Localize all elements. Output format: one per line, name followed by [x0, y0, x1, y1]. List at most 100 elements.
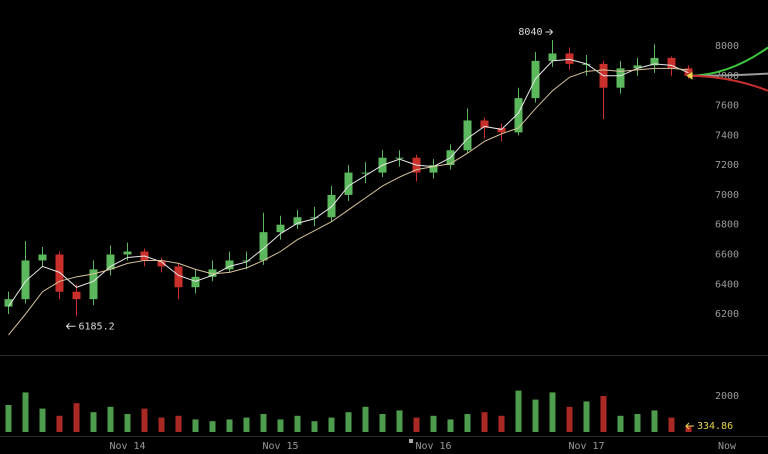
x-tick-label: Nov 16: [415, 441, 451, 452]
y-tick-label: 6800: [715, 220, 739, 231]
candle-body: [514, 98, 523, 133]
volume-bar: [668, 417, 675, 432]
candle-body: [225, 260, 234, 270]
candle-body: [361, 172, 370, 174]
y-tick-label: 7200: [715, 160, 739, 171]
volume-bar: [107, 406, 114, 432]
volume-bar: [379, 414, 386, 432]
volume-bar: [481, 412, 488, 432]
candle-body: [684, 68, 693, 76]
x-tick-label: Nov 17: [568, 441, 604, 452]
low-label: 6185.2: [79, 321, 115, 332]
volume-bar: [566, 406, 573, 432]
volume-bar: [192, 419, 199, 432]
y-tick-label: 7400: [715, 130, 739, 141]
volume-bar: [56, 415, 63, 432]
candle-body: [276, 224, 285, 233]
volume-bar: [634, 414, 641, 432]
moving-average: [8, 67, 689, 336]
candle-body: [259, 232, 268, 261]
candle-body: [667, 57, 676, 69]
candle-body: [89, 269, 98, 300]
x-tick-label: Nov 15: [262, 441, 298, 452]
volume-bar: [362, 406, 369, 432]
volume-bar: [277, 419, 284, 432]
volume-bar: [22, 392, 29, 432]
projection-line: [688, 74, 768, 92]
candle-body: [106, 254, 115, 270]
volume-bar: [175, 415, 182, 432]
volume-bar: [430, 415, 437, 432]
moving-average: [8, 58, 689, 307]
candle-body: [344, 172, 353, 195]
volume-bar: [396, 410, 403, 432]
candle-body: [497, 127, 506, 133]
volume-tick-label: 2000: [715, 391, 739, 402]
candle-body: [429, 165, 438, 173]
volume-bar: [141, 408, 148, 432]
volume-bar: [124, 414, 131, 432]
candle-body: [293, 217, 302, 225]
candle-body: [650, 57, 659, 66]
candle-body: [310, 217, 319, 219]
candle-body: [191, 276, 200, 288]
volume-bar: [226, 419, 233, 432]
y-tick-label: 6600: [715, 249, 739, 260]
volume-bar: [498, 415, 505, 432]
volume-bar: [73, 403, 80, 432]
low-arrow: [65, 322, 76, 330]
volume-bar: [243, 417, 250, 432]
candle-body: [565, 53, 574, 64]
candle-body: [480, 120, 489, 128]
candle-body: [21, 260, 30, 300]
volume-bar: [39, 408, 46, 432]
candle-body: [633, 65, 642, 69]
volume-bar: [5, 405, 12, 432]
volume-bar: [90, 412, 97, 432]
volume-bar: [158, 417, 165, 432]
y-tick-label: 6400: [715, 279, 739, 290]
candle-body: [208, 269, 217, 277]
volume-bar: [583, 401, 590, 432]
y-tick-label: 7600: [715, 101, 739, 112]
volume-bar: [447, 419, 454, 432]
volume-bar: [651, 410, 658, 432]
candle-body: [38, 254, 47, 261]
volume-bar: [464, 414, 471, 432]
volume-arrow: [685, 422, 694, 430]
now-label: Now: [718, 441, 737, 452]
y-tick-label: 8000: [715, 41, 739, 52]
volume-bar: [311, 421, 318, 432]
candle-body: [395, 157, 404, 159]
candle-body: [548, 53, 557, 61]
volume-bar: [617, 415, 624, 432]
candle-body: [616, 68, 625, 88]
volume-label: 334.86: [697, 421, 733, 432]
volume-bar: [345, 412, 352, 432]
y-tick-label: 7800: [715, 71, 739, 82]
volume-bar: [515, 390, 522, 432]
y-tick-label: 6200: [715, 309, 739, 320]
y-tick-label: 7000: [715, 190, 739, 201]
volume-bar: [532, 399, 539, 432]
candle-body: [123, 251, 132, 255]
high-arrow: [545, 28, 554, 36]
candle-body: [55, 254, 64, 292]
scroll-marker: [409, 439, 413, 443]
x-tick-label: Nov 14: [109, 441, 145, 452]
volume-bar: [413, 417, 420, 432]
volume-bar: [209, 421, 216, 432]
current-price-marker: [686, 71, 693, 80]
volume-bar: [260, 414, 267, 432]
candle-body: [174, 266, 183, 288]
volume-bar: [328, 417, 335, 432]
volume-bar: [549, 392, 556, 432]
candle-body: [72, 291, 81, 300]
candle-body: [157, 260, 166, 267]
volume-bar: [600, 396, 607, 432]
candle-body: [4, 299, 13, 307]
volume-bar: [294, 415, 301, 432]
